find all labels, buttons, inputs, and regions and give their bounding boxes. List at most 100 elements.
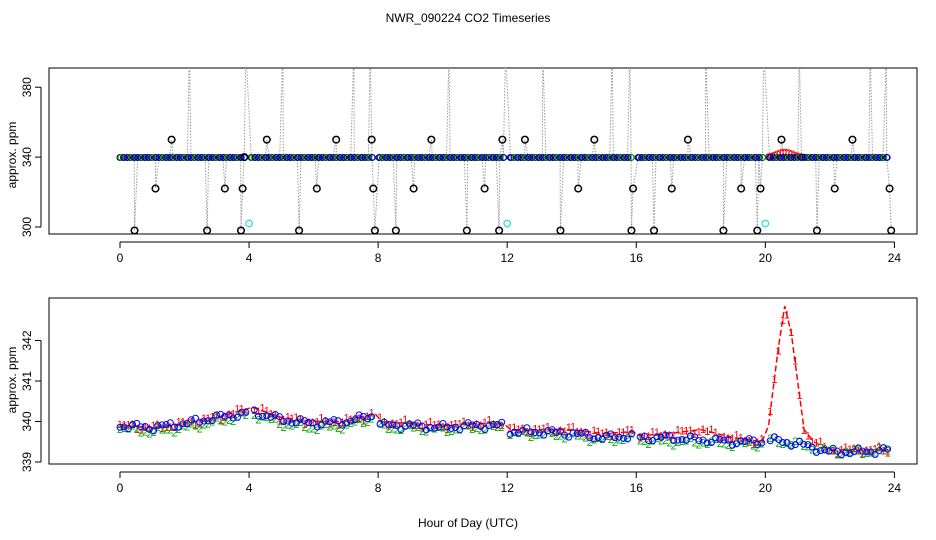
bottom-series-2-point: 2 (549, 428, 555, 440)
bottom-series-3-point (695, 437, 703, 445)
bottom-series-1-point: 1 (226, 409, 232, 421)
top-series-point (848, 154, 856, 161)
bottom-series-2-point: 2 (725, 440, 731, 452)
bottom-series-2-point: 2 (612, 437, 618, 449)
bottom-series-2-point: 2 (461, 420, 467, 432)
bottom-series-3-point (221, 412, 229, 420)
bottom-series-3-point (531, 428, 539, 436)
bottom-series-1-point: 1 (679, 425, 685, 437)
bottom-series-1-point: 1 (486, 415, 492, 427)
top-series-point (135, 154, 142, 161)
top-plot-area (116, 45, 896, 234)
top-spike-point (262, 135, 271, 144)
bottom-series-3-point (590, 435, 598, 443)
bottom-series-2-point: 2 (260, 412, 266, 424)
bottom-series-3-point (779, 438, 787, 446)
bottom-series-1-point: 1 (348, 414, 354, 426)
top-series-point (603, 154, 611, 161)
bottom-series-1-point: 1 (251, 405, 257, 417)
top-cyan-point (503, 219, 512, 228)
bottom-series-3-point (129, 421, 137, 429)
bottom-series-2-point: 2 (683, 436, 689, 448)
top-series-point (220, 154, 227, 161)
top-series-point (472, 154, 479, 161)
bottom-series-1-point: 1 (390, 418, 396, 430)
top-series-point (845, 154, 852, 161)
bottom-series-2-point: 2 (566, 431, 572, 443)
bottom-series-3-point (242, 408, 250, 416)
top-series-point (596, 154, 604, 161)
top-series-point (334, 154, 341, 161)
top-series-point (451, 154, 458, 161)
bottom-series-1-point: 1 (784, 310, 790, 322)
bottom-series-2-point: 2 (310, 424, 316, 436)
top-series-point (831, 154, 838, 161)
bottom-series-2-point: 2 (473, 423, 479, 435)
top-series-point (539, 154, 547, 161)
bottom-series-2-point: 2 (281, 422, 287, 434)
top-spike-point (295, 226, 304, 234)
top-series-point (397, 154, 405, 161)
top-series-point (809, 154, 817, 161)
top-series-point (344, 154, 352, 161)
top-series-point (252, 154, 259, 161)
top-series-point (497, 154, 504, 161)
top-series-point (170, 154, 178, 161)
top-series-point (142, 154, 149, 161)
bottom-series-3-point (162, 420, 170, 428)
top-series-point (259, 154, 266, 161)
bottom-series-1-point: 1 (880, 445, 886, 457)
bottom-series-2-point: 2 (125, 424, 131, 436)
bottom-series-1-point: 1 (436, 419, 442, 431)
bottom-series-3-point (288, 419, 296, 427)
bottom-series-2-point: 2 (276, 419, 282, 431)
bottom-series-1-point: 1 (511, 422, 517, 434)
bottom-series-3-point (783, 439, 791, 447)
bottom-series-3-point (674, 436, 682, 444)
top-series-point (465, 154, 472, 161)
bottom-series-2-point: 2 (855, 444, 861, 456)
bottom-series-1-point: 1 (750, 439, 756, 451)
bottom-series-1-point: 1 (494, 420, 500, 432)
top-series-point (618, 154, 625, 161)
bottom-series-1-point: 1 (192, 419, 198, 431)
bottom-series-1-point: 1 (171, 422, 177, 434)
top-spike-point (756, 184, 765, 193)
bottom-series-3-point (233, 413, 241, 421)
bottom-series-3-point (389, 421, 397, 429)
bottom-series-2-point: 2 (167, 425, 173, 437)
bottom-series-1-point: 1 (796, 390, 802, 402)
bottom-series-3-point (720, 436, 728, 444)
top-panel: approx. ppm 0 4 8 12 16 20 24 300 340 380 (5, 45, 918, 265)
top-series-point (547, 154, 554, 161)
bottom-series-2-point: 2 (134, 424, 140, 436)
bottom-series-3-point (326, 418, 334, 426)
top-spike-point (367, 135, 376, 144)
y-tick-label: 380 (20, 77, 34, 97)
bottom-series-2-point: 2 (843, 446, 849, 458)
bottom-series-1-point: 1 (222, 412, 228, 424)
bottom-series-2-point: 2 (666, 438, 672, 450)
bottom-series-3-point (800, 440, 808, 448)
top-spike-point (391, 226, 400, 234)
top-series-point (593, 154, 600, 161)
bottom-series-3-point (833, 447, 841, 455)
bottom-series-1-point: 1 (243, 406, 249, 418)
bottom-series-2-point: 2 (767, 433, 773, 445)
bottom-series-3-point (611, 434, 619, 442)
bottom-series-2-point: 2 (788, 440, 794, 452)
bottom-series-1-point: 1 (675, 425, 681, 437)
top-series-point (770, 154, 778, 161)
bottom-series-3-point (540, 431, 548, 439)
bottom-series-2-point: 2 (511, 427, 517, 439)
bottom-series-2-point: 2 (713, 434, 719, 446)
top-series-point (468, 154, 476, 161)
top-spike-point (351, 45, 358, 52)
top-spike-point (243, 45, 250, 52)
top-spike-point (446, 45, 453, 52)
bottom-series-2-point: 2 (721, 439, 727, 451)
bottom-series-1-point: 1 (473, 419, 479, 431)
top-series-point (330, 154, 337, 161)
top-series-point (390, 154, 398, 161)
bottom-series-3-point (657, 433, 665, 441)
